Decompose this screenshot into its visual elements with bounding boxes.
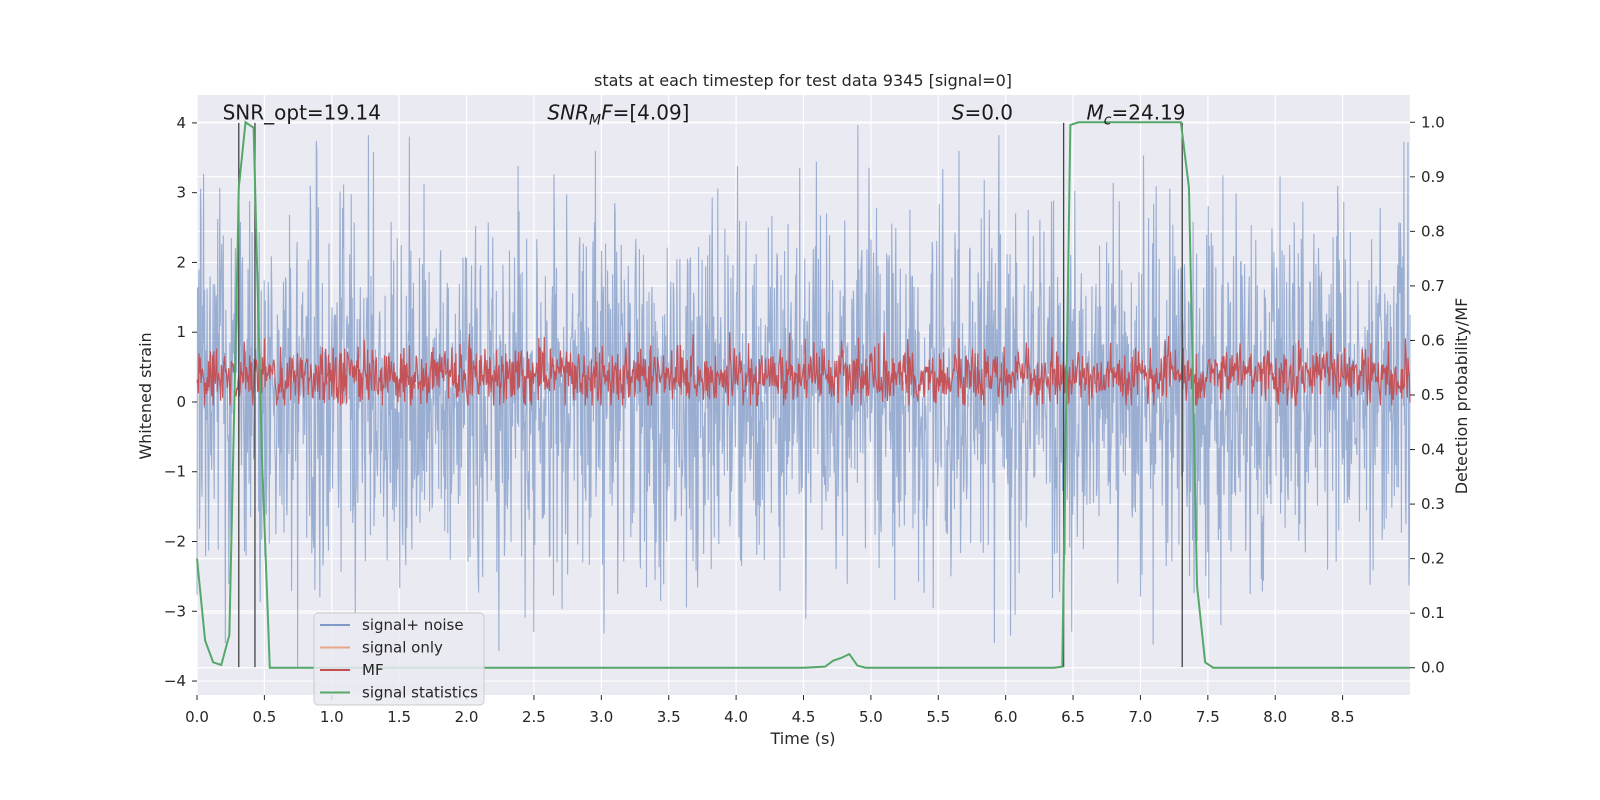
x-tick-label: 8.0: [1263, 708, 1287, 726]
y2-tick-label: 1.0: [1421, 113, 1445, 131]
x-tick-label: 2.0: [455, 708, 479, 726]
series-signal-noise-line: [196, 125, 1411, 668]
x-tick-label: 6.5: [1061, 708, 1085, 726]
legend-box: [313, 612, 485, 706]
x-tick-label: 7.5: [1196, 708, 1220, 726]
x-tick-label: 0.0: [185, 708, 209, 726]
chart-title: stats at each timestep for test data 934…: [594, 71, 1012, 90]
legend-label: MF: [362, 661, 384, 679]
y-tick-label: −4: [164, 672, 186, 690]
y-tick-label: 2: [176, 253, 186, 271]
y2-tick-label: 0.1: [1421, 604, 1445, 622]
x-tick-label: 8.5: [1331, 708, 1355, 726]
x-tick-label: 0.5: [252, 708, 276, 726]
y2-tick-label: 0.8: [1421, 222, 1445, 240]
y-tick-label: 3: [176, 184, 186, 202]
y2-tick-label: 0.4: [1421, 441, 1445, 459]
x-tick-label: 3.0: [589, 708, 613, 726]
y2-axis-label: Detection probability/MF: [1452, 298, 1471, 495]
legend-label: signal only: [362, 639, 443, 657]
y2-tick-label: 0.0: [1421, 659, 1445, 677]
y-axis-ticks: −4 −3 −2 −1 0 1 2 3 4: [164, 114, 197, 690]
y-tick-label: 0: [176, 393, 186, 411]
x-tick-label: 5.5: [926, 708, 950, 726]
signal-statistics-layer: [196, 120, 1410, 669]
legend-label: signal statistics: [362, 684, 478, 702]
x-tick-label: 1.5: [387, 708, 411, 726]
x-tick-label: 6.0: [994, 708, 1018, 726]
annotations: SNR_opt=19.14 SNRMF=[4.09] S=0.0 Mc=24.19: [223, 100, 1186, 128]
x-tick-label: 7.0: [1129, 708, 1153, 726]
y2-tick-label: 0.9: [1421, 168, 1445, 186]
y-tick-label: 1: [176, 323, 186, 341]
series-mf-line: [196, 332, 1411, 407]
y-tick-label: 4: [176, 114, 186, 132]
x-tick-label: 4.5: [792, 708, 816, 726]
y2-tick-label: 0.6: [1421, 331, 1445, 349]
annotation-snr-opt: SNR_opt=19.14: [223, 100, 381, 124]
y-tick-label: −3: [164, 602, 186, 620]
x-tick-label: 2.5: [522, 708, 546, 726]
y2-axis-ticks: 0.0 0.1 0.2 0.3 0.4 0.5 0.6 0.7 0.8 0.9 1.0: [1410, 113, 1445, 677]
x-axis-ticks: 0.0 0.5 1.0 1.5 2.0 2.5 3.0 3.5 4.0 4.5 5.0 5.5 6.0 6…: [185, 695, 1355, 726]
legend-label: signal+ noise: [362, 616, 464, 634]
legend: signal+ noise signal only MF signal statist…: [313, 612, 485, 706]
y2-tick-label: 0.3: [1421, 495, 1445, 513]
annotation-mc-value: Mc=24.19: [1087, 100, 1186, 128]
series-signal-statistics-line: [196, 120, 1410, 669]
x-tick-label: 1.0: [320, 708, 344, 726]
plot-area: SNR_opt=19.14 SNRMF=[4.09] S=0.0 Mc=24.19: [196, 95, 1411, 695]
annotation-snr-mf: SNRMF=[4.09]: [547, 100, 689, 128]
y-axis-label: Whitened strain: [136, 332, 155, 459]
y2-tick-label: 0.5: [1421, 386, 1445, 404]
y2-tick-label: 0.7: [1421, 277, 1445, 295]
x-tick-label: 4.0: [724, 708, 748, 726]
x-axis-label: Time (s): [769, 729, 835, 748]
x-tick-label: 5.0: [859, 708, 883, 726]
y-tick-label: −2: [164, 533, 186, 551]
y-tick-label: −1: [164, 463, 186, 481]
annotation-s-value: S=0.0: [952, 100, 1013, 124]
x-tick-label: 3.5: [657, 708, 681, 726]
y2-tick-label: 0.2: [1421, 550, 1445, 568]
series-layer: [196, 125, 1411, 668]
